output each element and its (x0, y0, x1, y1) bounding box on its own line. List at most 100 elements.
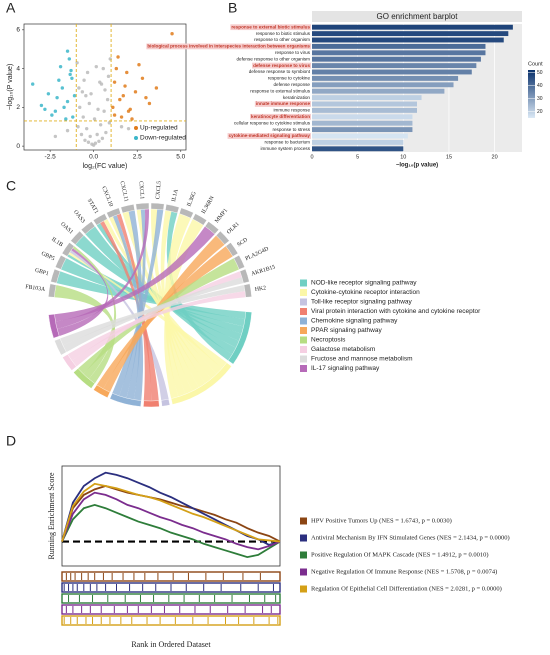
legend-swatch (300, 568, 307, 576)
gene-label: CXCL11 (118, 181, 129, 203)
y-tick-label: cellular response to cytokine stimulus (234, 120, 311, 125)
plot-frame (23, 23, 187, 151)
gene-arc (55, 254, 67, 270)
label-highlight (227, 133, 311, 139)
gene-arc (120, 204, 135, 214)
bar (312, 50, 486, 56)
ribbon (160, 210, 193, 395)
legend-label: PPAR signaling pathway (311, 327, 382, 334)
bar (312, 88, 445, 94)
pathway-arc (54, 338, 67, 356)
label-highlight (146, 43, 311, 50)
gene-arc (204, 221, 220, 235)
pathway-arc (93, 384, 111, 398)
bar (312, 95, 422, 101)
legend-swatch (300, 308, 307, 315)
x-axis-label: −log₁₀(p value) (396, 163, 438, 169)
gene-arc (106, 207, 121, 219)
point (154, 86, 159, 90)
ribbon (54, 226, 215, 322)
point (97, 139, 101, 143)
ribbon (71, 271, 242, 367)
x-tick-label: 0.0 (89, 154, 98, 161)
bar (312, 139, 404, 145)
legend-swatch (300, 279, 307, 287)
point (53, 109, 58, 113)
y-tick-label: 6 (16, 27, 20, 34)
point (114, 66, 119, 71)
ribbon (96, 246, 233, 389)
ribbon (103, 235, 225, 393)
gene-arc (92, 213, 108, 226)
point (77, 86, 81, 90)
gene-arc (80, 221, 96, 235)
bar (312, 114, 413, 120)
y-tick-label: keratinocyte differentiation (251, 114, 310, 119)
legend-swatch (300, 534, 307, 542)
point (119, 125, 124, 129)
point (60, 86, 65, 90)
ribbon (85, 226, 240, 348)
point (85, 126, 89, 131)
bar (312, 120, 413, 126)
label-highlight (254, 101, 311, 107)
legend-label: Up-regulated (140, 125, 178, 132)
bar (312, 146, 404, 152)
point (98, 80, 102, 84)
y-tick-label: response to virus (275, 50, 311, 55)
rug-frame (61, 615, 281, 626)
ribbon (126, 210, 143, 400)
x-tick-label: -2.5 (45, 154, 57, 161)
point (57, 78, 61, 82)
point (147, 101, 152, 106)
colorbar-tick-label: 50 (537, 70, 543, 76)
y-tick-label: 0 (16, 143, 20, 150)
rug-frame (61, 604, 281, 615)
ribbon (164, 213, 191, 397)
point (68, 72, 72, 77)
ribbon (116, 213, 152, 401)
bar (312, 37, 504, 43)
gene-label: GBP5 (40, 251, 55, 263)
point (107, 121, 112, 125)
legend-label: Negative Regulation Of Immune Response (… (311, 568, 497, 575)
gene-arc (70, 230, 85, 245)
y-tick-label: defense response (273, 82, 310, 87)
ribbon (67, 254, 244, 334)
legend-marker (134, 126, 138, 130)
chart-title: GO enrichment barplot (377, 12, 459, 21)
bar (312, 43, 486, 49)
point (144, 95, 148, 100)
gene-arc (150, 202, 165, 211)
gene-arc (225, 242, 239, 257)
bar (312, 107, 417, 113)
point (46, 92, 51, 96)
point (79, 132, 84, 137)
x-axis-label: log₂(FC value) (83, 163, 128, 170)
point (133, 90, 138, 94)
bar (312, 31, 509, 37)
es-line (61, 482, 281, 543)
point (112, 80, 117, 84)
label-highlight (230, 24, 311, 31)
y-tick-label: innate immune response (256, 101, 311, 106)
x-tick-label: 10 (400, 154, 406, 160)
y-tick-label: defense response to other organism (236, 56, 310, 61)
pathway-arc (73, 368, 96, 389)
point (84, 94, 88, 98)
point (65, 99, 70, 104)
ribbon (67, 291, 246, 361)
gene-arc (50, 268, 61, 284)
legend-label: Positive Regulation Of MAPK Cascade (NES… (311, 551, 489, 558)
legend-label: Viral protein interaction with cytokine … (311, 308, 481, 315)
gene-label: OAS3 (72, 209, 86, 224)
point (126, 109, 131, 113)
pathway-arc (48, 313, 60, 339)
pathway-arc (109, 392, 142, 407)
gene-label: PLA2G4D (245, 246, 270, 262)
panel-label: C (6, 178, 16, 194)
legend-label: Toll-like receptor signaling pathway (311, 299, 413, 306)
x-tick-label: 20 (492, 154, 498, 160)
gene-label: IL1B (50, 236, 64, 248)
gene-label: CXCL5 (155, 181, 162, 200)
